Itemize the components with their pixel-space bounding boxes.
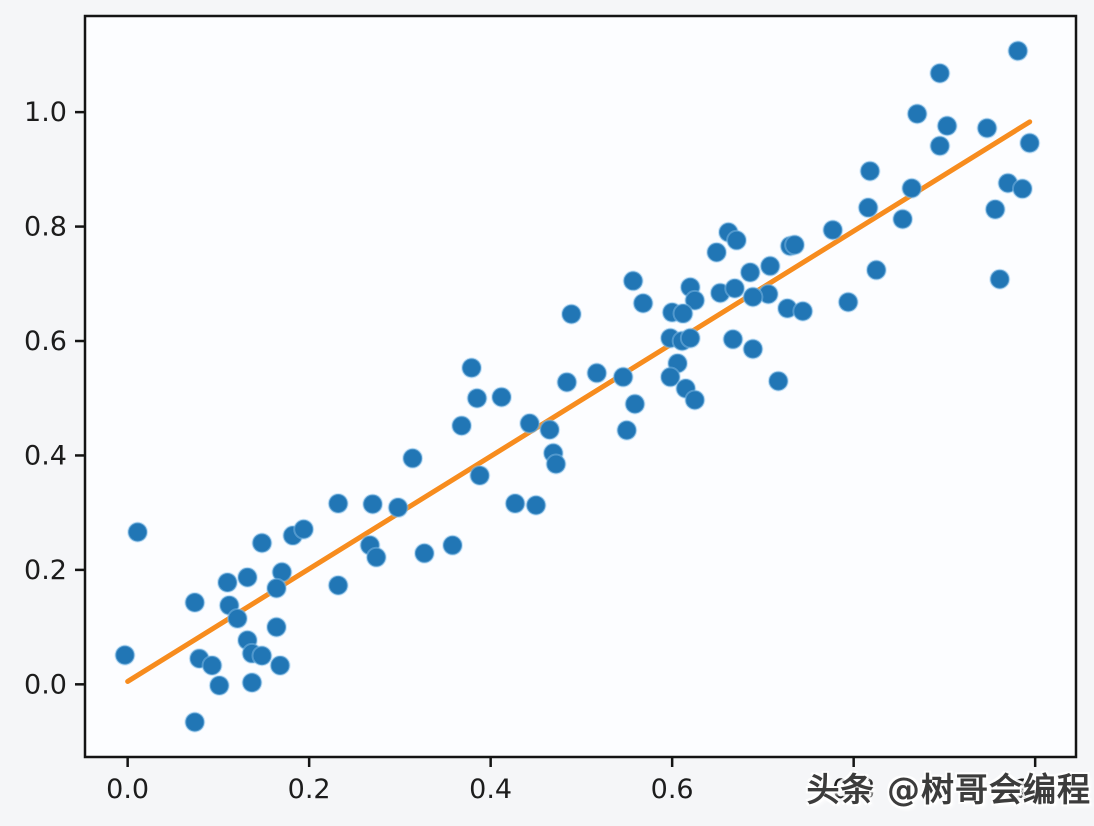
scatter-point bbox=[906, 103, 928, 125]
scatter-point bbox=[402, 447, 424, 469]
scatter-point bbox=[265, 577, 287, 599]
scatter-point bbox=[859, 160, 881, 182]
scatter-point bbox=[684, 389, 706, 411]
x-tick-label: 0.4 bbox=[469, 774, 512, 805]
scatter-points-group bbox=[114, 40, 1041, 733]
y-tick-label: 0.8 bbox=[24, 212, 67, 243]
x-tick-label: 1.0 bbox=[1014, 774, 1057, 805]
scatter-point bbox=[251, 645, 273, 667]
scatter-point bbox=[114, 644, 136, 666]
x-tick-label: 0.0 bbox=[106, 774, 149, 805]
x-tick-label: 0.6 bbox=[651, 774, 694, 805]
scatter-point bbox=[784, 234, 806, 256]
x-tick-label: 0.8 bbox=[832, 774, 875, 805]
scatter-point bbox=[632, 292, 654, 314]
scatter-point bbox=[442, 534, 464, 556]
scatter-point bbox=[413, 542, 435, 564]
scatter-point bbox=[929, 62, 951, 84]
scatter-point bbox=[792, 300, 814, 322]
scatter-point bbox=[184, 711, 206, 733]
scatter-point bbox=[1011, 178, 1033, 200]
scatter-point bbox=[857, 197, 879, 219]
scatter-point bbox=[545, 453, 567, 475]
scatter-point bbox=[936, 115, 958, 137]
scatter-point bbox=[684, 289, 706, 311]
scatter-point bbox=[659, 366, 681, 388]
scatter-point bbox=[672, 303, 694, 325]
scatter-point bbox=[1007, 40, 1029, 62]
axes-border bbox=[83, 14, 1078, 759]
scatter-point bbox=[466, 387, 488, 409]
scatter-point bbox=[929, 135, 951, 157]
scatter-point bbox=[208, 674, 230, 696]
scatter-point bbox=[539, 419, 561, 441]
scatter-point bbox=[612, 366, 634, 388]
scatter-point bbox=[525, 494, 547, 516]
scatter-point bbox=[767, 370, 789, 392]
scatter-point bbox=[127, 521, 149, 543]
y-tick-label: 1.0 bbox=[24, 97, 67, 128]
scatter-point bbox=[241, 672, 263, 694]
y-tick-label: 0.6 bbox=[24, 326, 67, 357]
scatter-point bbox=[519, 412, 541, 434]
scatter-point bbox=[327, 574, 349, 596]
scatter-point bbox=[706, 241, 728, 263]
scatter-point bbox=[837, 291, 859, 313]
scatter-point bbox=[739, 261, 761, 283]
x-axis-ticks: 0.0 0.2 0.4 0.6 0.8 1.0 bbox=[106, 757, 1057, 805]
scatter-point bbox=[616, 419, 638, 441]
scatter-point bbox=[722, 328, 744, 350]
scatter-point bbox=[984, 198, 1006, 220]
y-axis-ticks: 0.0 0.2 0.4 0.6 0.8 1.0 bbox=[24, 97, 85, 700]
scatter-point bbox=[362, 493, 384, 515]
scatter-point bbox=[236, 566, 258, 588]
scatter-point bbox=[622, 270, 644, 292]
scatter-point bbox=[184, 592, 206, 614]
scatter-point bbox=[265, 616, 287, 638]
scatter-point bbox=[387, 497, 409, 519]
y-tick-label: 0.4 bbox=[24, 440, 67, 471]
watermark: 头条 @树哥会编程 bbox=[806, 770, 1091, 809]
scatter-point bbox=[726, 229, 748, 251]
scatter-point bbox=[901, 177, 923, 199]
x-tick-label: 0.2 bbox=[288, 774, 331, 805]
scatter-point bbox=[822, 219, 844, 241]
scatter-point bbox=[504, 493, 526, 515]
scatter-point bbox=[742, 338, 764, 360]
scatter-point bbox=[451, 415, 473, 437]
scatter-point bbox=[989, 268, 1011, 290]
y-tick-label: 0.2 bbox=[24, 555, 67, 586]
y-tick-label: 0.0 bbox=[24, 669, 67, 700]
scatter-point bbox=[759, 255, 781, 277]
scatter-point bbox=[365, 546, 387, 568]
scatter-point bbox=[742, 286, 764, 308]
scatter-point bbox=[892, 208, 914, 230]
scatter-point bbox=[461, 357, 483, 379]
scatter-point bbox=[679, 327, 701, 349]
scatter-point bbox=[327, 493, 349, 515]
scatter-point bbox=[1019, 132, 1041, 154]
scatter-point bbox=[269, 654, 291, 676]
scatter-point bbox=[560, 303, 582, 325]
scatter-point bbox=[293, 518, 315, 540]
scatter-point bbox=[251, 532, 273, 554]
scatter-point bbox=[216, 571, 238, 593]
scatter-point bbox=[226, 608, 248, 630]
plot-area bbox=[85, 16, 1076, 757]
scatter-point bbox=[201, 654, 223, 676]
scatter-point bbox=[586, 362, 608, 384]
scatter-point bbox=[724, 277, 746, 299]
scatter-point bbox=[976, 117, 998, 139]
scatter-point bbox=[865, 259, 887, 281]
scatter-point bbox=[556, 371, 578, 393]
scatter-point bbox=[491, 386, 513, 408]
scatter-point bbox=[624, 393, 646, 415]
scatter-point bbox=[469, 464, 491, 486]
